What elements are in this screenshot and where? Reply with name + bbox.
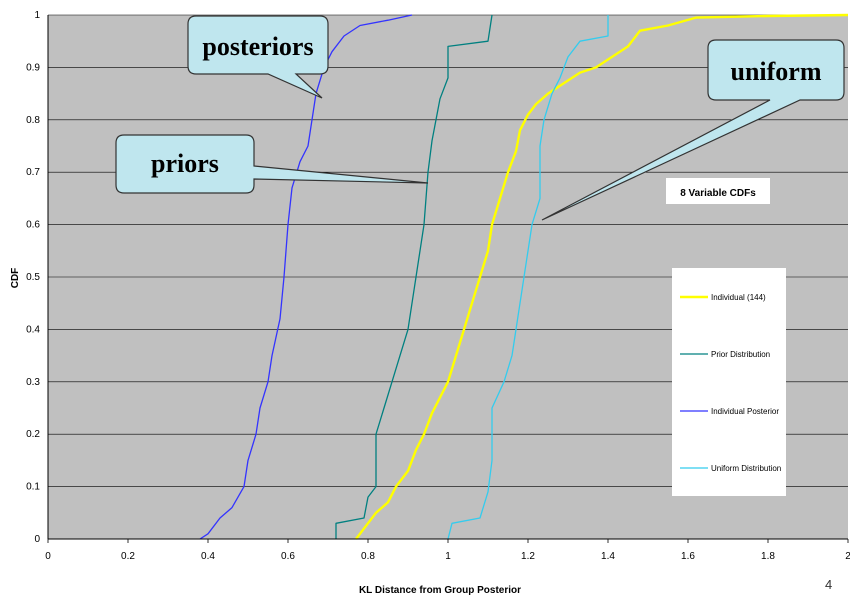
callout-posteriors: posteriors <box>187 15 329 99</box>
x-tick-label: 0.6 <box>281 551 295 562</box>
callout-posteriors-shape <box>187 15 329 99</box>
series-lines <box>199 13 849 540</box>
x-tick-label: 1.8 <box>761 551 775 562</box>
y-tick-label: 0.7 <box>26 167 40 178</box>
x-tick-label: 1.2 <box>521 551 535 562</box>
y-tick-label: 0.9 <box>26 62 40 73</box>
callout-priors-shape <box>115 134 429 194</box>
x-tick-label: 1.4 <box>601 551 615 562</box>
legend-box <box>672 268 786 496</box>
x-tick-label: 0.2 <box>121 551 135 562</box>
callout-uniform-text: uniform <box>731 57 822 86</box>
series-line-prior-distribution <box>335 14 493 539</box>
x-tick-label: 1.6 <box>681 551 695 562</box>
y-tick-label: 0.5 <box>26 272 40 283</box>
y-axis-title: CDF <box>10 268 21 289</box>
y-tick-label: 0.8 <box>26 115 40 126</box>
x-tick-label: 0.8 <box>361 551 375 562</box>
x-tick-label: 0 <box>45 551 51 562</box>
callout-uniform: uniform <box>541 39 845 221</box>
x-tick-label: 1 <box>445 551 451 562</box>
y-tick-label: 0 <box>34 534 40 545</box>
callout-posteriors-text: posteriors <box>202 32 313 61</box>
y-tick-label: 0.6 <box>26 220 40 231</box>
y-tick-label: 0.4 <box>26 324 40 335</box>
series-line-uniform-distribution <box>447 15 609 540</box>
legend: Individual (144) Prior Distribution Indivi… <box>672 268 786 496</box>
chart-title: 8 Variable CDFs <box>680 188 756 199</box>
y-tick-label: 0.2 <box>26 429 40 440</box>
y-tick-label: 0.3 <box>26 377 40 388</box>
callout-priors-text: priors <box>151 149 219 178</box>
x-tick-label: 0.4 <box>201 551 215 562</box>
legend-label: Individual Posterior <box>711 407 779 416</box>
axes: 0 0.1 0.2 0.3 0.4 0.5 0.6 0.7 0.8 0.9 1 0 0.2 0.4 0.6 0… <box>26 10 850 562</box>
legend-label: Prior Distribution <box>711 350 770 359</box>
slide-number: 4 <box>825 577 833 592</box>
y-tick-label: 1 <box>34 10 40 21</box>
chart-title-box <box>666 178 770 204</box>
legend-label: Individual (144) <box>711 293 766 302</box>
legend-label: Uniform Distribution <box>711 464 781 473</box>
x-tick-label: 2 <box>845 551 850 562</box>
series-line-individual-posterior <box>199 14 413 540</box>
series-line-individual-144 <box>355 13 849 540</box>
y-tick-label: 0.1 <box>26 482 40 493</box>
x-axis-title: KL Distance from Group Posterior <box>359 585 521 596</box>
callout-priors: priors <box>115 134 429 194</box>
callout-uniform-shape <box>541 39 845 221</box>
